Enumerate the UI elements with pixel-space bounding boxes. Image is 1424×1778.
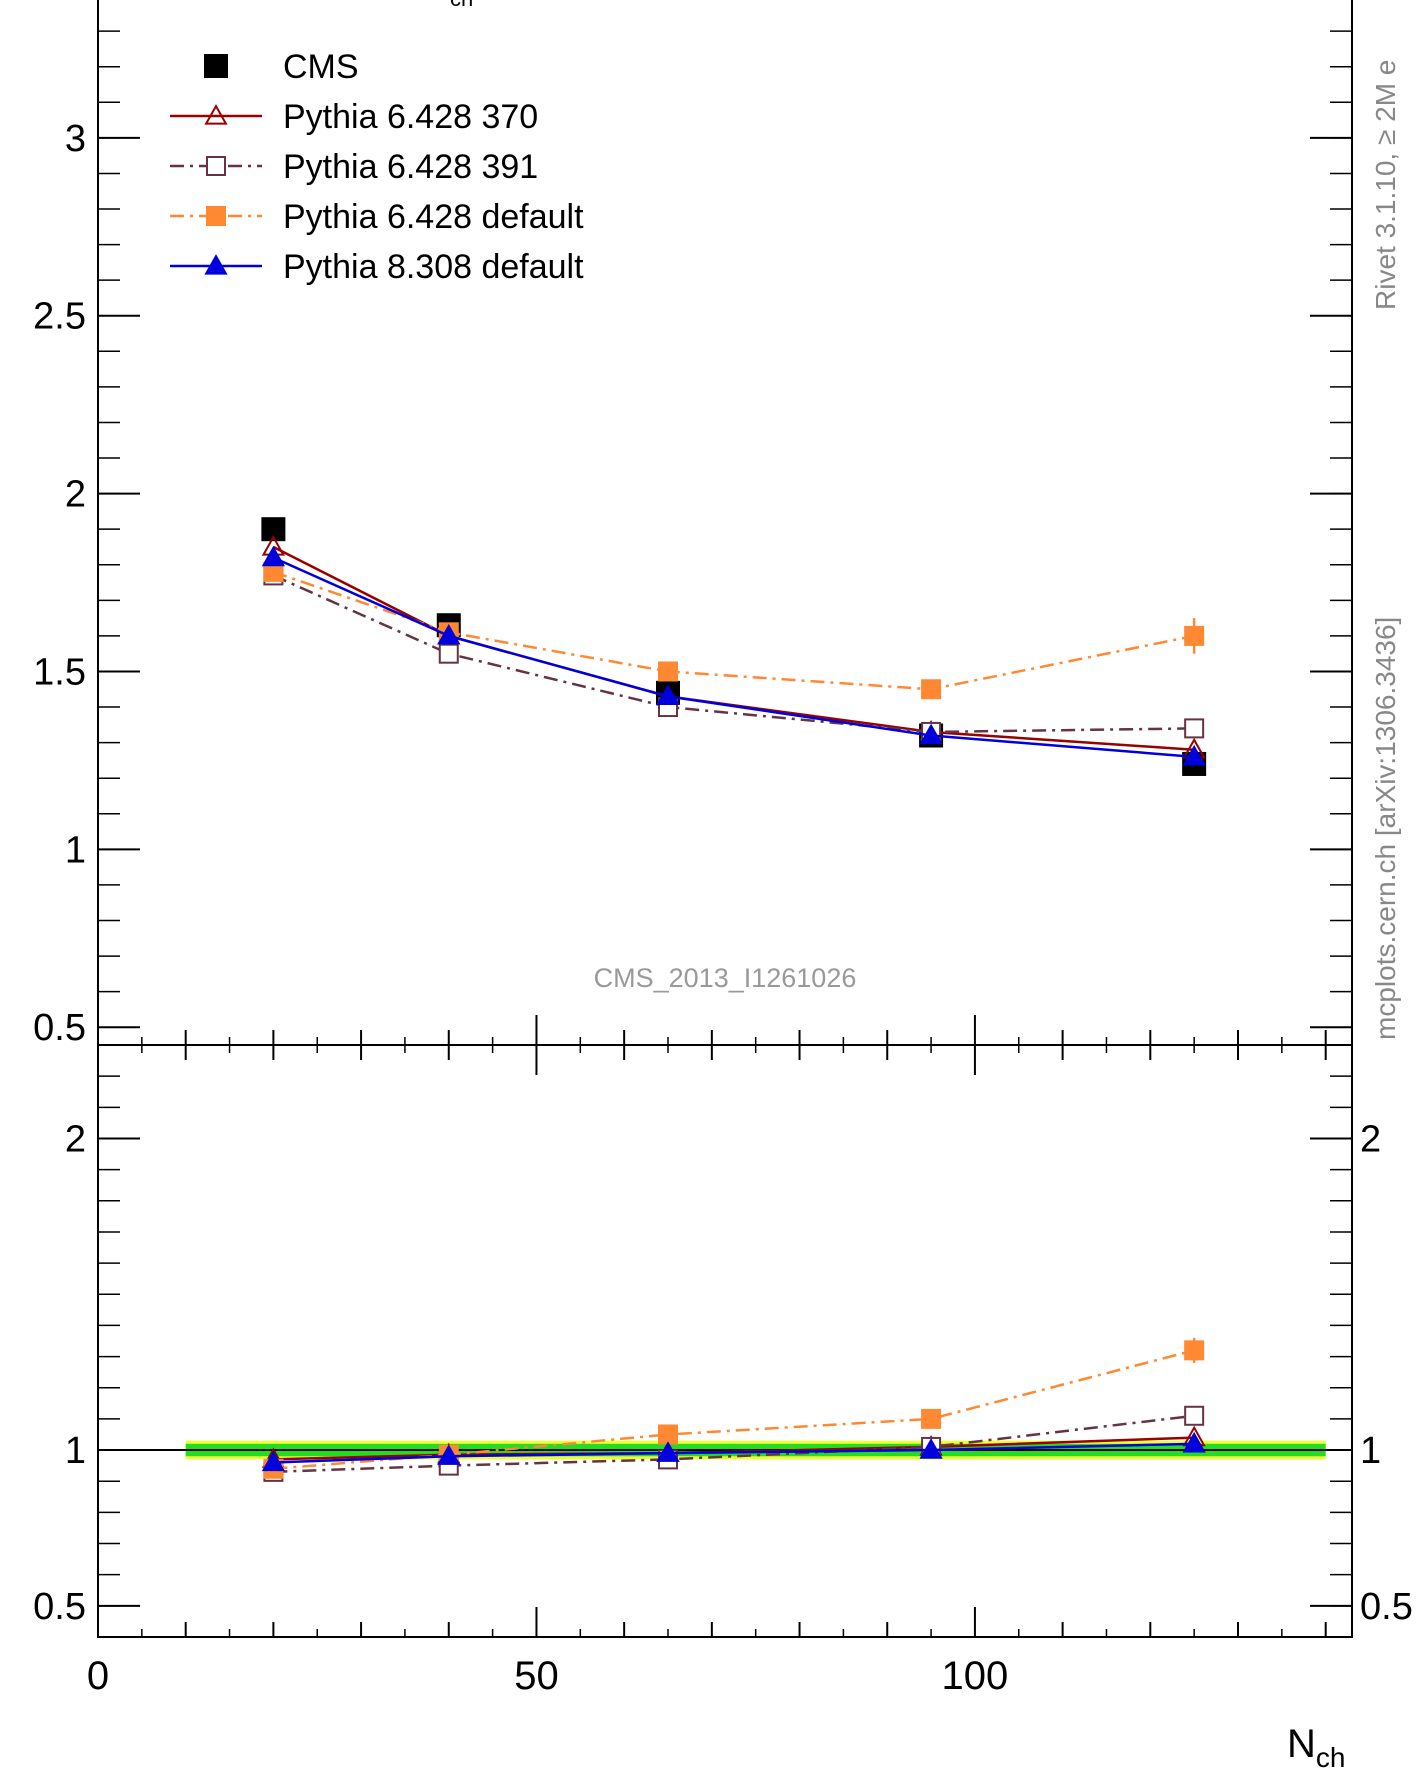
plot-frame: [97, 1044, 1353, 1638]
side-text-upper: Rivet 3.1.10, ≥ 2M e: [1370, 60, 1401, 310]
y-tick-label-right: 1: [1360, 1430, 1381, 1472]
data-point: [921, 679, 942, 700]
data-point: [1184, 718, 1205, 739]
legend-marker: [206, 206, 226, 226]
y-tick-label: 1.5: [33, 651, 86, 693]
data-point: [1184, 1405, 1205, 1426]
data-point: [1182, 1431, 1206, 1453]
data-point: [1182, 744, 1206, 766]
data-point: [261, 517, 286, 542]
x-axis-label-main: N: [1287, 1722, 1316, 1766]
legend-marker: [204, 254, 228, 275]
x-tick-label: 50: [514, 1654, 559, 1698]
y-tick-label: 1: [65, 829, 86, 871]
x-tick-label: 0: [87, 1654, 109, 1698]
series-pythia-8-308-default: [261, 1431, 1206, 1472]
y-tick-label: 2.5: [33, 296, 86, 338]
legend-label: Pythia 6.428 default: [283, 198, 584, 236]
data-point: [437, 1444, 461, 1465]
series-line: [272, 556, 1195, 759]
legend-marker: [206, 156, 226, 176]
data-point: [438, 643, 459, 664]
series-cms: [261, 517, 1207, 776]
ratio-panel: 0.5 0.5 1 1 2 2 0 50 100: [33, 1044, 1413, 1698]
legend-entry: Pythia 8.308 default: [170, 248, 584, 286]
data-point: [658, 1424, 678, 1445]
legend-entry: CMS: [204, 48, 359, 86]
y-tick-label: 1: [65, 1430, 86, 1472]
title-fragment: ch: [450, 0, 473, 11]
main-panel: 0.511.522.533.5: [33, 0, 1353, 1049]
x-tick-label: 100: [942, 1654, 1009, 1698]
data-point: [921, 1408, 942, 1429]
data-point: [261, 545, 285, 567]
series-pythia-8-308-default: [261, 545, 1206, 766]
series-line: [272, 574, 1195, 734]
data-point: [919, 1438, 943, 1459]
data-point: [919, 723, 943, 745]
legend-marker: [204, 104, 228, 125]
x-axis-label: Nch: [1287, 1722, 1345, 1773]
series-pythia-6-428-370: [261, 535, 1206, 759]
legend: CMS Pythia 6.428 370 Pythia 6.428 391 Pythi…: [170, 48, 584, 286]
x-axis-label-sub: ch: [1316, 1742, 1346, 1773]
series-pythia-6-428-default: [263, 561, 1205, 700]
series-line: [273, 1414, 1195, 1474]
series-pythia-6-428-391: [263, 565, 1205, 742]
y-tick-label: 0.5: [33, 1007, 86, 1049]
data-point: [261, 1450, 285, 1472]
data-point: [1184, 1340, 1205, 1361]
data-point: [437, 623, 461, 645]
series-line: [272, 545, 1195, 751]
data-point: [656, 1441, 680, 1462]
y-tick-label-right: 2: [1360, 1118, 1381, 1160]
legend-entry: Pythia 6.428 default: [170, 198, 584, 236]
legend-marker: [204, 54, 228, 78]
y-tick-label-right: 0.5: [1360, 1586, 1413, 1628]
legend-entry: Pythia 6.428 370: [170, 98, 538, 136]
series-line: [272, 570, 1195, 691]
legend-label: CMS: [283, 48, 359, 86]
legend-label: Pythia 6.428 370: [283, 98, 538, 136]
analysis-annotation: CMS_2013_I1261026: [594, 963, 857, 993]
side-text-lower: mcplots.cern.ch [arXiv:1306.3436]: [1370, 617, 1401, 1040]
y-tick-label: 2: [65, 474, 86, 516]
data-point: [658, 661, 678, 682]
data-point: [656, 684, 680, 706]
y-tick-label: 3: [65, 118, 86, 160]
y-tick-label: 2: [65, 1118, 86, 1160]
legend-label: Pythia 6.428 391: [283, 148, 538, 186]
y-tick-label: 0.5: [33, 1586, 86, 1628]
legend-label: Pythia 8.308 default: [283, 248, 584, 286]
legend-entry: Pythia 6.428 391: [170, 148, 538, 186]
data-point: [1184, 625, 1205, 646]
